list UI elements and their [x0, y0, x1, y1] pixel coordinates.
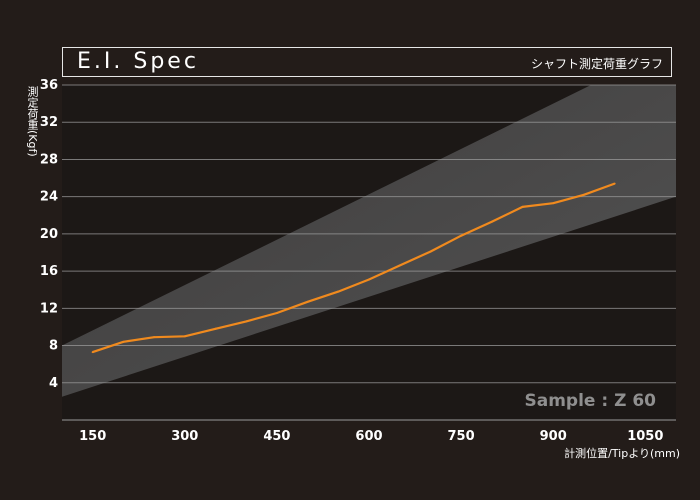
series-line	[92, 182, 615, 354]
y-tick-label: 36	[40, 78, 58, 93]
y-tick-label: 16	[40, 264, 58, 279]
x-axis-label: 計測位置/Tipより(mm)	[564, 447, 680, 460]
data-point	[153, 336, 156, 339]
chart-title: E.I. Spec	[77, 49, 199, 74]
data-point	[398, 264, 401, 267]
data-point	[306, 300, 309, 303]
reference-band	[62, 85, 676, 397]
data-point	[613, 182, 616, 185]
y-tick-label: 32	[40, 115, 58, 130]
data-point	[183, 335, 186, 338]
data-point	[245, 320, 248, 323]
y-axis-label: 測定荷重(Kgf)	[26, 86, 39, 157]
x-tick-label: 900	[540, 429, 567, 444]
chart-header: E.I. Spec シャフト測定荷重グラフ	[62, 47, 672, 77]
y-tick-label: 12	[40, 301, 58, 316]
y-tick-label: 20	[40, 227, 58, 242]
x-tick-label: 150	[79, 429, 106, 444]
data-point	[460, 234, 463, 237]
x-tick-label: 600	[355, 429, 382, 444]
data-point	[582, 193, 585, 196]
x-tick-label: 300	[171, 429, 198, 444]
data-point	[91, 351, 94, 354]
data-point	[552, 202, 555, 205]
chart-subtitle: シャフト測定荷重グラフ	[530, 57, 663, 71]
data-point	[337, 290, 340, 293]
data-point	[275, 311, 278, 314]
sample-annotation: Sample : Z 60	[525, 391, 657, 411]
y-tick-label: 28	[40, 152, 58, 167]
y-tick-label: 8	[49, 339, 58, 354]
x-tick-label: 450	[263, 429, 290, 444]
x-tick-label: 750	[448, 429, 475, 444]
x-tick-label: 1050	[627, 429, 663, 444]
data-point	[214, 327, 217, 330]
y-tick-label: 4	[49, 376, 58, 391]
data-point	[521, 205, 524, 208]
data-point	[490, 220, 493, 223]
data-point	[368, 278, 370, 281]
data-point	[122, 340, 125, 343]
data-point	[429, 250, 432, 253]
y-tick-label: 24	[40, 190, 58, 205]
